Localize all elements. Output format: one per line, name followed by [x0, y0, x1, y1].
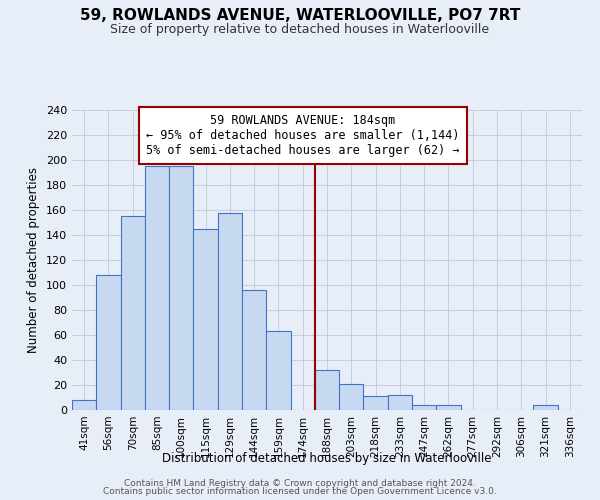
Y-axis label: Number of detached properties: Number of detached properties: [28, 167, 40, 353]
Bar: [72, 400, 96, 410]
Bar: [339, 384, 364, 410]
Bar: [266, 331, 290, 410]
Bar: [193, 229, 218, 410]
Bar: [436, 405, 461, 410]
Bar: [315, 370, 339, 410]
Text: Size of property relative to detached houses in Waterlooville: Size of property relative to detached ho…: [110, 22, 490, 36]
Bar: [533, 405, 558, 410]
Bar: [169, 166, 193, 410]
Bar: [145, 166, 169, 410]
Text: 59 ROWLANDS AVENUE: 184sqm
← 95% of detached houses are smaller (1,144)
5% of se: 59 ROWLANDS AVENUE: 184sqm ← 95% of deta…: [146, 114, 460, 157]
Bar: [96, 275, 121, 410]
Text: 59, ROWLANDS AVENUE, WATERLOOVILLE, PO7 7RT: 59, ROWLANDS AVENUE, WATERLOOVILLE, PO7 …: [80, 8, 520, 22]
Text: Distribution of detached houses by size in Waterlooville: Distribution of detached houses by size …: [162, 452, 492, 465]
Text: Contains HM Land Registry data © Crown copyright and database right 2024.: Contains HM Land Registry data © Crown c…: [124, 478, 476, 488]
Bar: [121, 216, 145, 410]
Text: Contains public sector information licensed under the Open Government Licence v3: Contains public sector information licen…: [103, 487, 497, 496]
Bar: [412, 405, 436, 410]
Bar: [242, 290, 266, 410]
Bar: [218, 212, 242, 410]
Bar: [388, 395, 412, 410]
Bar: [364, 396, 388, 410]
